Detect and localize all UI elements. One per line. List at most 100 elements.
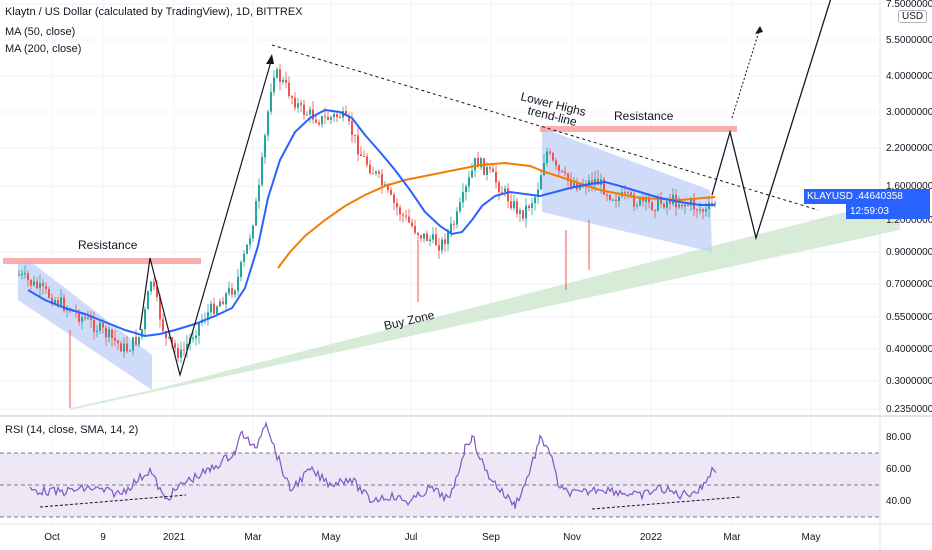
candle-body: [231, 288, 233, 295]
candle-body: [213, 303, 215, 314]
candle-body: [48, 288, 50, 298]
candle-body: [378, 171, 380, 174]
candle-body: [216, 306, 218, 314]
candle-body: [441, 239, 443, 251]
price-badge-countdown: 12:59:03: [846, 204, 930, 219]
candle-body: [84, 317, 86, 319]
left-zigzag-arrow: [266, 54, 274, 64]
time-tick-label: May: [802, 532, 821, 543]
candle-body: [120, 343, 122, 352]
candle-body: [294, 97, 296, 108]
left-zigzag: [139, 57, 273, 378]
rsi-tick-label: 80.00: [886, 432, 911, 443]
candle-body: [399, 207, 401, 215]
candle-body: [57, 299, 59, 306]
candle-body: [648, 196, 650, 203]
candle-body: [591, 180, 593, 185]
candle-body: [519, 210, 521, 214]
candle-body: [495, 171, 497, 183]
resistance-right-bar: [540, 126, 737, 132]
candle-body: [438, 245, 440, 251]
candle-body: [420, 235, 422, 239]
candle-body: [570, 180, 572, 187]
candle-body: [432, 234, 434, 240]
candle-body: [711, 202, 713, 204]
candle-body: [543, 163, 545, 176]
candle-body: [453, 223, 455, 225]
candle-body: [456, 211, 458, 225]
candle-body: [522, 210, 524, 219]
candle-body: [684, 204, 686, 207]
rsi-band: [0, 453, 880, 517]
time-tick-label: Nov: [563, 532, 581, 543]
candle-body: [618, 196, 620, 202]
candle-body: [330, 116, 332, 120]
candle-body: [507, 188, 509, 202]
ma-50-line: [27, 108, 715, 338]
candle-body: [207, 312, 209, 320]
candle-body: [714, 202, 716, 204]
candle-body: [192, 338, 194, 340]
candle-body: [336, 114, 338, 117]
candle-body: [462, 192, 464, 203]
candle-body: [135, 337, 137, 345]
candle-body: [564, 171, 566, 174]
time-tick-label: Oct: [44, 532, 60, 543]
candle-body: [141, 329, 143, 337]
price-tick-label: 1.60000000: [886, 181, 932, 192]
candle-body: [354, 134, 356, 136]
candle-body: [159, 297, 161, 320]
candle-body: [234, 290, 236, 295]
candle-body: [369, 164, 371, 174]
candle-body: [102, 322, 104, 328]
candle-body: [321, 116, 323, 125]
candle-body: [186, 343, 188, 350]
candle-body: [561, 170, 563, 172]
candle-body: [489, 167, 491, 169]
candle-body: [114, 337, 116, 341]
candle-body: [447, 232, 449, 245]
annotation-resistance-right: Resistance: [614, 109, 674, 123]
candle-body: [651, 202, 653, 210]
candle-body: [627, 192, 629, 194]
candle-body: [276, 69, 278, 78]
candle-body: [429, 239, 431, 242]
price-tick-label: 4.00000000: [886, 71, 932, 82]
candle-body: [411, 222, 413, 226]
candle-body: [264, 135, 266, 158]
candle-body: [21, 273, 23, 275]
ma-200-line: [277, 161, 716, 269]
candle-body: [426, 233, 428, 242]
candle-body: [609, 195, 611, 200]
candle-body: [162, 319, 164, 332]
candle-body: [228, 288, 230, 294]
candle-body: [306, 114, 308, 116]
candle-body: [183, 349, 185, 351]
candle-body: [39, 283, 41, 289]
candlestick-series: [18, 63, 716, 408]
candle-body: [573, 182, 575, 187]
candle-body: [240, 261, 242, 277]
candle-body: [393, 194, 395, 203]
candle-body: [132, 337, 134, 351]
candle-body: [381, 173, 383, 186]
candle-body: [126, 343, 128, 352]
candle-body: [243, 253, 245, 262]
candle-body: [147, 291, 149, 310]
candle-body: [639, 196, 641, 206]
candle-body: [669, 201, 671, 204]
rsi-tick-label: 60.00: [886, 464, 911, 475]
candle-body: [396, 202, 398, 208]
candle-body: [222, 301, 224, 305]
candle-body: [309, 109, 311, 115]
candle-body: [540, 175, 542, 190]
candle-body: [414, 225, 416, 233]
candle-body: [63, 297, 65, 311]
price-tick-label: 5.50000000: [886, 35, 932, 46]
left-channel: [18, 258, 152, 390]
candle-body: [558, 165, 560, 171]
